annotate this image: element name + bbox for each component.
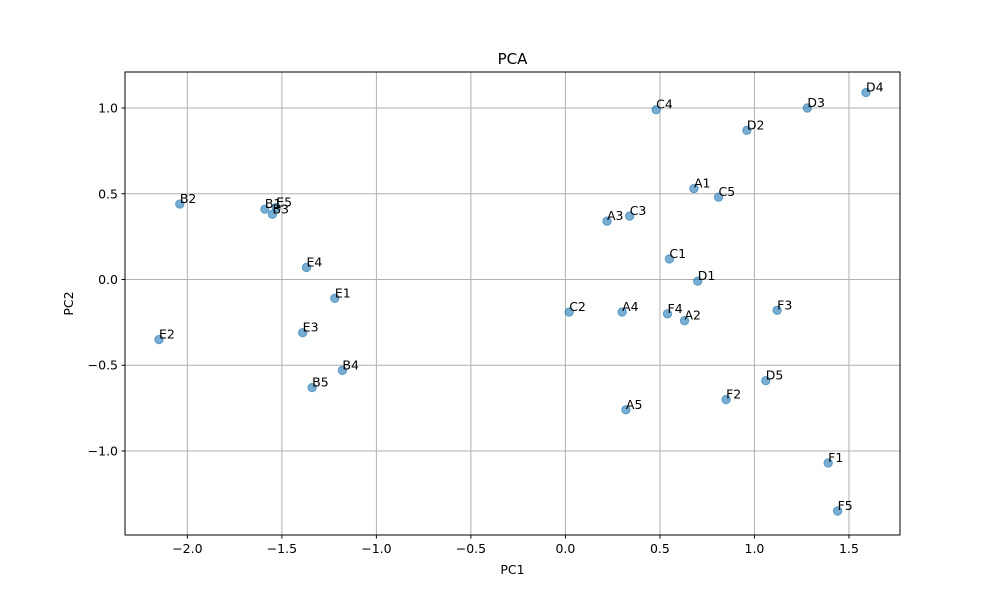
point-label-e4: E4 [306, 254, 322, 269]
data-point-f4 [662, 309, 673, 319]
data-point-a5 [621, 405, 631, 415]
data-point-c3 [624, 211, 635, 221]
axis-ticks: −2.0 −1.5 −1.0 −0.5 0.0 0.5 1.0 1.5 −1.0 −0.5 0.0 0… [88, 101, 859, 556]
point-label-b5: B5 [312, 375, 329, 390]
x-tick-label: −0.5 [456, 541, 486, 556]
point-label-c3: C3 [630, 203, 647, 218]
plot-area [125, 72, 900, 535]
y-tick-label: 0.5 [98, 186, 118, 201]
y-tick-label: −1.0 [88, 443, 118, 458]
point-label-a4: A4 [622, 299, 639, 314]
data-point-c2 [564, 307, 574, 317]
data-point-a1 [689, 183, 699, 194]
grid [125, 72, 900, 535]
x-tick-label: −1.5 [267, 541, 297, 556]
point-label-f5: F5 [838, 498, 853, 513]
point-label-e3: E3 [303, 320, 319, 335]
point-label-d2: D2 [747, 117, 765, 132]
point-label-d4: D4 [866, 80, 884, 95]
y-tick-label: 1.0 [98, 101, 118, 116]
y-tick-label: −0.5 [88, 358, 118, 373]
y-axis-label: PC2 [61, 291, 76, 315]
data-point-f1 [823, 458, 833, 468]
data-point-c4 [651, 105, 661, 115]
x-axis-label: PC1 [500, 562, 524, 577]
data-point-d4 [861, 87, 871, 98]
data-point-b4 [337, 365, 348, 376]
point-label-f2: F2 [726, 387, 741, 402]
data-point-b1 [260, 204, 270, 214]
data-point-a2 [679, 315, 690, 326]
data-points [154, 87, 871, 516]
point-label-f1: F1 [828, 450, 843, 465]
point-label-c1: C1 [669, 246, 686, 261]
x-tick-label: 0.0 [555, 541, 575, 556]
data-point-f3 [772, 305, 782, 316]
data-point-d3 [802, 103, 813, 113]
point-label-b2: B2 [180, 191, 197, 206]
data-point-d2 [742, 125, 752, 136]
data-point-e1 [330, 293, 340, 304]
data-point-c1 [664, 254, 675, 264]
data-point-e4 [301, 262, 312, 273]
data-point-e2 [154, 334, 164, 345]
data-point-a3 [602, 216, 612, 226]
point-label-d5: D5 [766, 368, 784, 383]
point-label-a2: A2 [685, 308, 702, 323]
point-label-c2: C2 [569, 299, 586, 314]
x-tick-label: 0.5 [650, 541, 670, 556]
point-label-a3: A3 [607, 208, 624, 223]
point-label-a5: A5 [626, 397, 643, 412]
point-labels: A1 A2 A3 A4 A5 B1 B2 B3 B4 B5 C1 C2 C3 C4 C5 D1 D2 D3 D4 D5… [159, 80, 884, 513]
data-point-a4 [617, 307, 627, 317]
data-point-d5 [761, 375, 771, 386]
point-label-d3: D3 [807, 95, 825, 110]
data-point-e3 [297, 327, 308, 338]
point-label-b1: B1 [265, 196, 282, 211]
x-tick-label: 1.5 [839, 541, 859, 556]
x-tick-label: 1.0 [745, 541, 765, 556]
x-tick-label: −1.0 [361, 541, 391, 556]
point-label-f4: F4 [668, 301, 683, 316]
point-label-e2: E2 [159, 327, 175, 342]
point-label-d1: D1 [698, 268, 716, 283]
x-tick-label: −2.0 [172, 541, 202, 556]
point-label-b4: B4 [342, 357, 359, 372]
data-point-f2 [721, 394, 731, 405]
y-tick-label: 0.0 [98, 272, 118, 287]
point-label-e5: E5 [276, 194, 292, 209]
data-point-b5 [307, 382, 317, 393]
plot-frame [124, 71, 901, 536]
point-label-f3: F3 [777, 297, 792, 312]
point-label-c5: C5 [719, 184, 736, 199]
chart-title: PCA [498, 50, 529, 68]
point-label-b3: B3 [272, 201, 289, 216]
data-point-d1 [693, 276, 703, 286]
data-point-f5 [832, 506, 843, 516]
point-label-a1: A1 [694, 176, 711, 191]
point-label-c4: C4 [656, 97, 673, 112]
data-point-e5 [271, 202, 281, 213]
data-point-b2 [175, 199, 185, 209]
point-label-e1: E1 [335, 285, 351, 300]
data-point-c5 [713, 192, 724, 202]
